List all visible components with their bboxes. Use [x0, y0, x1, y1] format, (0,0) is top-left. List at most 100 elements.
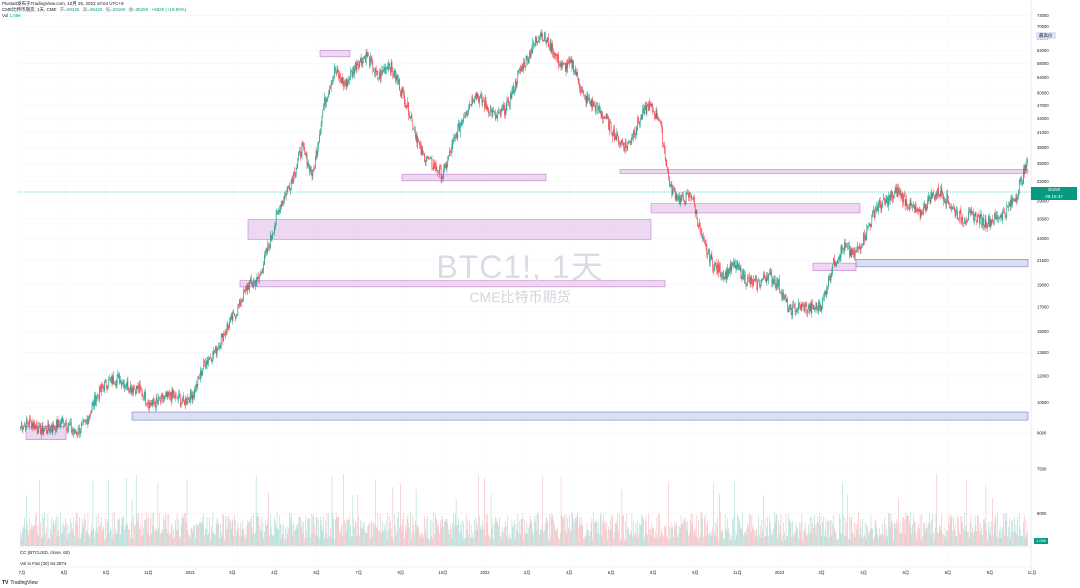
oscillator-label[interactable]: CC (BTCUSD, close, 60) — [20, 550, 70, 555]
volume-bar — [367, 526, 369, 546]
volume-bar — [94, 537, 95, 546]
zone-box[interactable] — [247, 219, 652, 240]
volume-bar — [215, 534, 216, 546]
volume-bar — [849, 539, 851, 546]
candle-body — [493, 109, 494, 112]
candle-body — [508, 99, 509, 106]
candle-body — [203, 360, 204, 369]
candle-body — [777, 279, 778, 288]
volume-bar — [422, 534, 424, 546]
x-tick-label: 9月 — [692, 570, 699, 576]
volume-bar — [249, 522, 250, 546]
candle-body — [425, 159, 427, 162]
candle-body — [659, 120, 660, 121]
volume-bar — [389, 516, 390, 546]
volume-bar — [659, 514, 660, 546]
volume-bar — [1012, 520, 1013, 546]
candle-body — [714, 264, 715, 271]
candle-body — [402, 88, 404, 90]
zone-box[interactable] — [650, 203, 861, 214]
volume-bar — [755, 530, 757, 546]
volume-bar — [277, 528, 279, 546]
volume-bar — [564, 514, 565, 546]
candle-body — [419, 142, 420, 145]
symbol-line[interactable]: CME比特币期货, 1天, CME 开=29425 高=35420 低=2916… — [2, 7, 522, 13]
volume-bar — [294, 530, 295, 546]
candle-body — [134, 387, 135, 389]
oscillator-label-2[interactable]: Vol in Fiat (30) 94.2874 — [20, 561, 67, 566]
zone-box[interactable] — [319, 50, 351, 58]
candle-body — [703, 236, 704, 241]
candle-body — [617, 132, 619, 136]
volume-bar — [160, 533, 162, 546]
volume-bar — [379, 530, 380, 546]
volume-bar — [570, 530, 572, 546]
volume-bar — [679, 526, 680, 546]
volume-bar — [384, 524, 385, 546]
zone-box[interactable] — [855, 259, 1029, 268]
time-axis[interactable]: 7月 8月 9月 11月 2021 3月 4月 5月 7月 9月 10月 2022 3月 4月 6月 8月 9月… — [19, 570, 1037, 576]
candle-body — [725, 272, 727, 279]
volume-bar — [326, 513, 328, 546]
candle-body — [255, 280, 256, 287]
candle-body — [381, 70, 383, 72]
volume-bar — [592, 539, 594, 546]
candle-body — [630, 141, 632, 143]
current-price-tag: 35250 09:15:47 — [1031, 187, 1077, 200]
symbol-name[interactable]: CME比特币期货, 1天, CME — [2, 7, 57, 12]
candle-body — [455, 134, 457, 136]
candle-body — [569, 59, 570, 65]
volume-bar — [386, 539, 388, 546]
candle-body — [567, 60, 569, 69]
zone-box[interactable] — [401, 173, 547, 182]
volume-bar — [226, 515, 228, 546]
candle-body — [585, 96, 587, 104]
volume-bar — [362, 529, 364, 546]
candle-body — [503, 104, 504, 110]
price-axis[interactable]: 7400070000660006200058000540005000047000… — [1037, 13, 1049, 516]
volume-bar — [948, 524, 950, 546]
volume-bar — [569, 515, 570, 546]
volume-bar — [1010, 531, 1012, 546]
candle-body — [190, 390, 191, 402]
candle-body — [639, 121, 640, 125]
volume-bar — [609, 520, 611, 546]
candle-body — [435, 163, 437, 171]
candle-body — [647, 104, 649, 106]
candle-body — [598, 106, 599, 110]
candle-body — [80, 424, 82, 432]
candle-body — [958, 211, 960, 220]
zone-box[interactable] — [239, 280, 666, 288]
volume-bar — [167, 533, 169, 546]
volume-bar — [717, 517, 718, 546]
candle-body — [414, 129, 416, 137]
candle-body — [994, 213, 996, 217]
volume-bar — [605, 530, 607, 546]
volume-line[interactable]: Vol 1.08K — [2, 13, 522, 19]
volume-bar — [311, 533, 313, 546]
volume-bar — [727, 518, 728, 546]
candle-body — [677, 199, 679, 201]
volume-bar — [618, 530, 619, 546]
volume-bar — [52, 523, 54, 546]
zone-box[interactable] — [619, 169, 1029, 174]
volume-bar — [22, 528, 24, 546]
volume-bar — [177, 529, 179, 546]
candle-body — [341, 77, 343, 84]
zone-box[interactable] — [131, 411, 1029, 421]
candle-body — [44, 429, 45, 432]
volume-bar — [712, 527, 713, 546]
tradingview-logo[interactable]: TV TradingView — [2, 580, 38, 586]
volume-bar — [613, 537, 614, 546]
candle-body — [506, 100, 508, 107]
candle-body — [191, 394, 193, 401]
volume-bar — [549, 514, 550, 546]
volume-bar — [639, 523, 640, 546]
candle-body — [651, 104, 653, 107]
volume-bar — [170, 524, 172, 546]
candle-body — [73, 431, 75, 433]
volume-bar — [656, 517, 658, 546]
volume-bar — [830, 520, 832, 546]
volume-bar — [230, 521, 231, 546]
